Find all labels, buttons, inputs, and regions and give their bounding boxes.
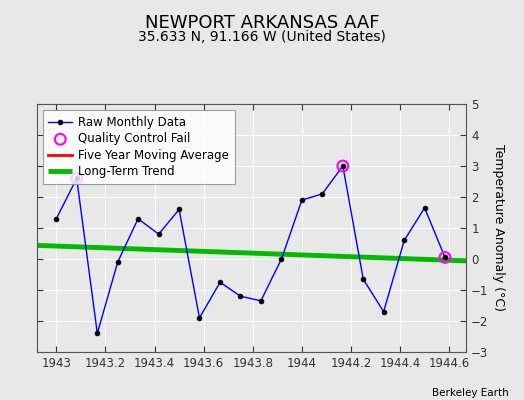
Quality Control Fail (72, 175, 81, 182)
Raw Monthly Data (237, 294, 244, 298)
Raw Monthly Data (258, 298, 264, 303)
Raw Monthly Data (217, 280, 223, 285)
Quality Control Fail (339, 163, 347, 169)
Raw Monthly Data (380, 309, 387, 314)
Raw Monthly Data (196, 316, 203, 320)
Raw Monthly Data (278, 257, 285, 262)
Raw Monthly Data (299, 198, 305, 202)
Text: Berkeley Earth: Berkeley Earth (432, 388, 508, 398)
Raw Monthly Data (176, 207, 182, 212)
Raw Monthly Data (442, 255, 448, 260)
Raw Monthly Data (360, 277, 366, 282)
Text: 35.633 N, 91.166 W (United States): 35.633 N, 91.166 W (United States) (138, 30, 386, 44)
Legend: Raw Monthly Data, Quality Control Fail, Five Year Moving Average, Long-Term Tren: Raw Monthly Data, Quality Control Fail, … (42, 110, 235, 184)
Quality Control Fail (441, 254, 449, 261)
Raw Monthly Data (421, 206, 428, 210)
Raw Monthly Data (135, 216, 141, 221)
Text: NEWPORT ARKANSAS AAF: NEWPORT ARKANSAS AAF (145, 14, 379, 32)
Raw Monthly Data (53, 216, 59, 221)
Line: Raw Monthly Data: Raw Monthly Data (54, 164, 447, 336)
Raw Monthly Data (401, 238, 407, 243)
Raw Monthly Data (115, 260, 121, 264)
Raw Monthly Data (156, 232, 162, 236)
Raw Monthly Data (319, 192, 325, 196)
Y-axis label: Temperature Anomaly (°C): Temperature Anomaly (°C) (492, 144, 505, 312)
Raw Monthly Data (340, 164, 346, 168)
Raw Monthly Data (73, 176, 80, 181)
Raw Monthly Data (94, 331, 101, 336)
